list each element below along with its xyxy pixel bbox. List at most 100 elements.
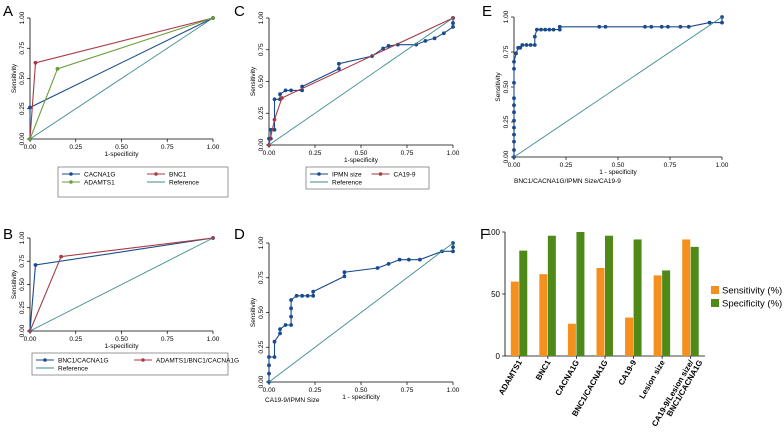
x-tick-label: BNC1 bbox=[534, 358, 553, 382]
y-tick-label: 0.00 bbox=[258, 375, 265, 388]
roc-point bbox=[512, 96, 516, 101]
roc-point bbox=[512, 66, 516, 71]
y-axis-title: Sensitivity bbox=[11, 269, 18, 299]
roc-point bbox=[659, 24, 664, 29]
y-tick-label: 0.75 bbox=[503, 45, 510, 58]
roc-point bbox=[33, 263, 38, 267]
roc-point bbox=[342, 270, 347, 275]
roc-line-ca19-9 bbox=[268, 17, 454, 146]
roc-point bbox=[289, 323, 293, 327]
legend-label: BNC1/CACNA1G bbox=[58, 357, 109, 364]
x-tick-label: 0.25 bbox=[69, 144, 82, 151]
roc-point bbox=[432, 36, 437, 41]
y-tick-label: 1.00 bbox=[258, 236, 265, 249]
bar-specificity bbox=[519, 250, 528, 356]
bar-sensitivity bbox=[625, 317, 634, 356]
y-tick-label: 0.25 bbox=[503, 115, 510, 128]
roc-point bbox=[28, 105, 32, 110]
roc-point bbox=[33, 60, 38, 65]
x-axis-title: 1-specificity bbox=[105, 343, 140, 350]
roc-panel-b: B 0.000.00 0.25 0.25 0.50 0.50 0.75 0.75 1.00 1.0… bbox=[3, 226, 239, 376]
legend-box bbox=[31, 352, 229, 376]
x-tick-label: 0.75 bbox=[161, 336, 174, 343]
roc-line-reference bbox=[268, 242, 454, 383]
roc-point bbox=[294, 293, 299, 298]
bar-sensitivity bbox=[510, 281, 519, 356]
legend-marker bbox=[69, 172, 73, 176]
x-tick-label: 0.50 bbox=[115, 144, 128, 151]
x-tick-label: 0.75 bbox=[161, 144, 174, 151]
x-tick-label: 0.50 bbox=[612, 162, 625, 169]
legend-box bbox=[57, 166, 229, 198]
roc-point bbox=[283, 323, 288, 327]
x-tick-label: 0.75 bbox=[401, 150, 414, 157]
roc-point bbox=[279, 96, 284, 100]
roc-point bbox=[518, 45, 523, 50]
legend-label: ADAMTS1 bbox=[84, 179, 115, 186]
roc-point bbox=[451, 21, 455, 25]
roc-point bbox=[423, 38, 428, 43]
y-tick-label: 0.75 bbox=[19, 255, 26, 268]
panel-letter-e: E bbox=[482, 3, 492, 20]
y-tick-label: 0.75 bbox=[258, 43, 265, 56]
panel-letter-d: D bbox=[234, 226, 245, 243]
legend-label: BNC1 bbox=[169, 171, 187, 178]
y-tick-label: 0.25 bbox=[19, 301, 26, 314]
x-tick-label: 0.00 bbox=[508, 162, 521, 169]
roc-point bbox=[451, 24, 455, 29]
panel-letter-b: B bbox=[3, 226, 13, 243]
roc-point bbox=[278, 331, 282, 336]
roc-panel-a: A 0.000.00 0.25 0.25 0.50 0.50 0.75 0.75 1.00 1.0… bbox=[3, 3, 229, 198]
legend-marker bbox=[378, 172, 383, 176]
roc-point bbox=[305, 293, 310, 298]
panel-letter-f: F bbox=[480, 226, 489, 243]
y-tick-label: 0.00 bbox=[258, 138, 265, 151]
roc-line-reference bbox=[29, 237, 214, 332]
x-tick-label: ADAMTS1 bbox=[497, 358, 524, 396]
y-tick-label: 0.50 bbox=[258, 306, 265, 319]
roc-point bbox=[532, 43, 537, 47]
roc-point bbox=[512, 132, 516, 137]
series-caption: BNC1/CACNA1G/IPMN Size/CA19-9 bbox=[514, 178, 621, 185]
y-tick-label: 0.75 bbox=[258, 271, 265, 284]
y-tick-label: 1.00 bbox=[19, 11, 26, 24]
y-tick-label: 0.50 bbox=[19, 278, 26, 291]
roc-point bbox=[557, 27, 562, 32]
roc-panel-d: D 0.000.00 0.25 0.25 0.50 0.50 0.75 0.75 1.00 1.0… bbox=[234, 226, 460, 404]
roc-point bbox=[381, 46, 385, 51]
x-tick-label: 0.75 bbox=[401, 387, 414, 394]
roc-point bbox=[557, 24, 562, 29]
bar-specificity bbox=[547, 235, 556, 356]
roc-point bbox=[267, 371, 271, 376]
roc-point bbox=[512, 139, 516, 144]
x-tick-label: 0.25 bbox=[309, 150, 322, 157]
legend-marker bbox=[317, 172, 321, 176]
roc-point bbox=[272, 97, 277, 102]
y-axis-title: Sensitivity bbox=[11, 63, 18, 93]
x-tick-label: Lesion size bbox=[638, 358, 668, 400]
legend-label: Reference bbox=[169, 179, 199, 186]
roc-point bbox=[451, 245, 455, 250]
legend-swatch bbox=[711, 286, 719, 294]
legend-marker bbox=[141, 358, 145, 362]
roc-point bbox=[375, 266, 380, 270]
x-tick-label: 1.00 bbox=[207, 144, 220, 151]
bar-sensitivity bbox=[567, 323, 576, 356]
y-tick-label: 0.25 bbox=[258, 107, 265, 120]
legend-label: Sensitivity (%) bbox=[722, 286, 782, 297]
x-tick-label: 0.50 bbox=[115, 336, 128, 343]
x-tick-label: 0.25 bbox=[69, 336, 82, 343]
x-axis-title: 1-specificity bbox=[105, 151, 140, 158]
panel-letter-a: A bbox=[3, 3, 13, 20]
roc-point bbox=[289, 314, 293, 319]
roc-point bbox=[512, 80, 516, 85]
bar-specificity bbox=[690, 246, 699, 356]
x-tick-label: 0.25 bbox=[560, 162, 573, 169]
roc-point bbox=[539, 27, 543, 32]
roc-point bbox=[311, 289, 316, 294]
y-tick-label: 0.50 bbox=[503, 80, 510, 93]
roc-point bbox=[283, 88, 288, 93]
y-tick-label: 0.50 bbox=[258, 75, 265, 88]
legend-label: CA19-9 bbox=[394, 171, 416, 178]
